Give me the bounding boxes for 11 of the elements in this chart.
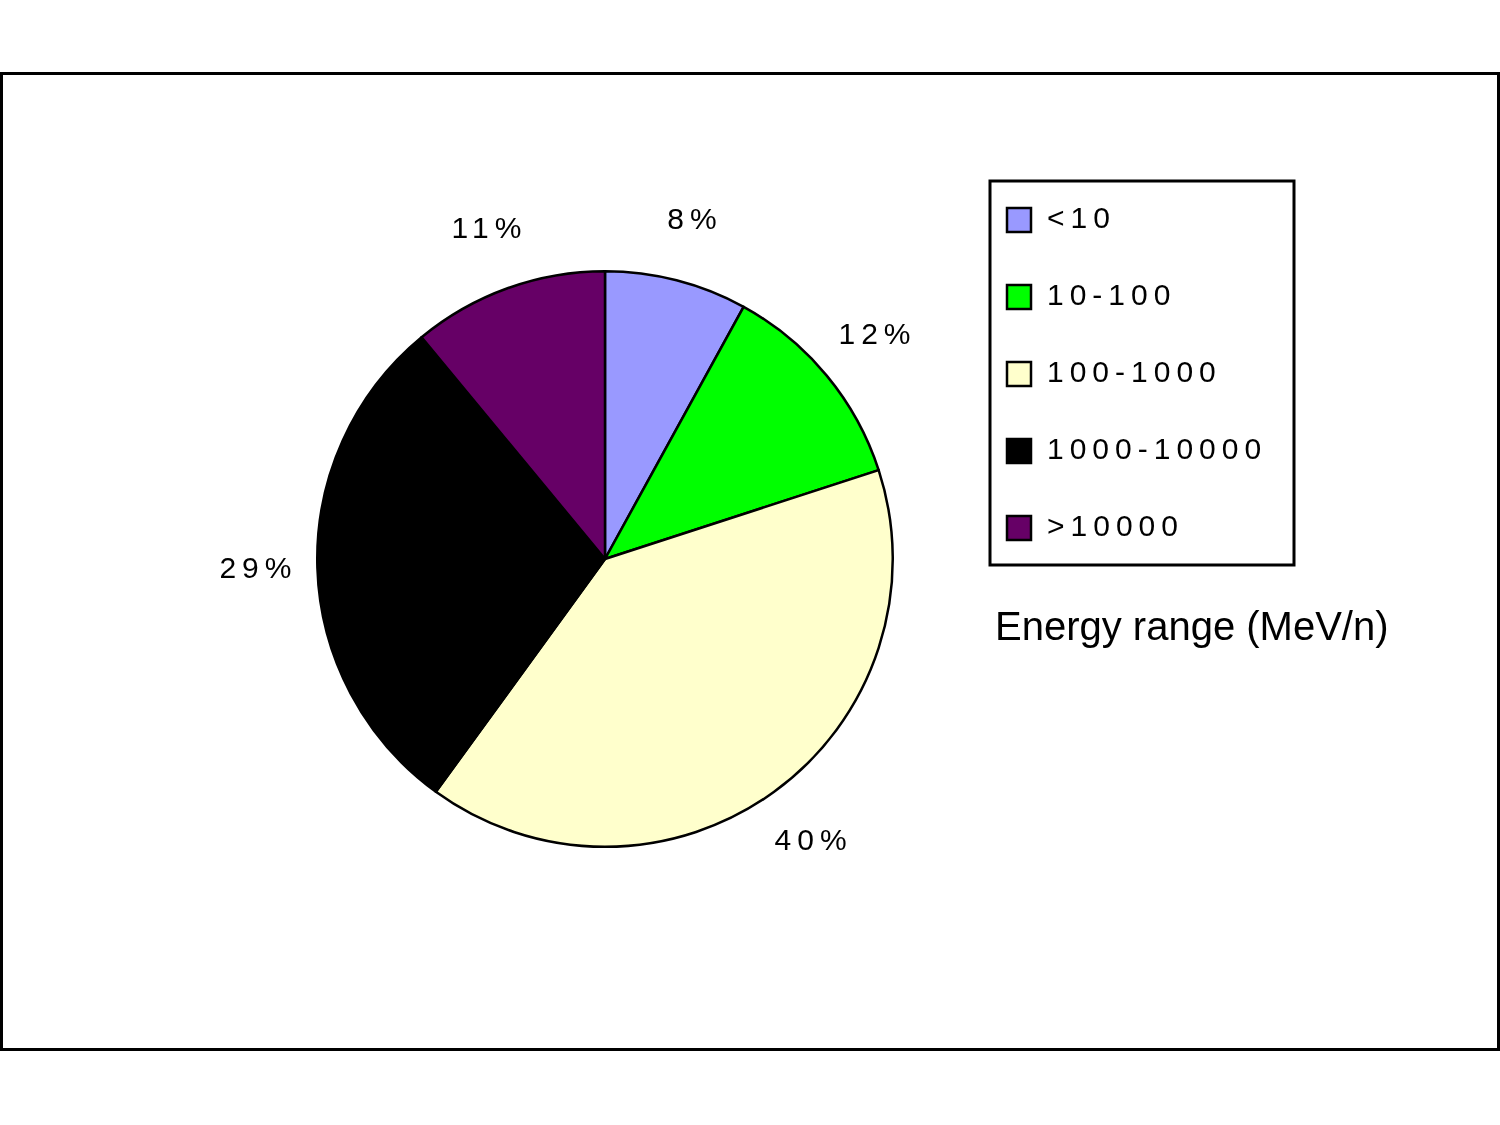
legend-label: >10000 [1047, 509, 1184, 543]
legend-title: Energy range (MeV/n) [995, 604, 1389, 649]
legend-label: 100-1000 [1047, 355, 1222, 389]
data-label: 11% [451, 211, 528, 245]
data-label: 12% [838, 317, 917, 351]
data-label: 29% [219, 551, 298, 585]
legend-label: <10 [1047, 201, 1116, 235]
legend-label: 1000-10000 [1047, 432, 1268, 466]
legend-label: 10-100 [1047, 278, 1177, 312]
data-label: 40% [774, 823, 853, 857]
data-label: 8% [667, 201, 723, 235]
